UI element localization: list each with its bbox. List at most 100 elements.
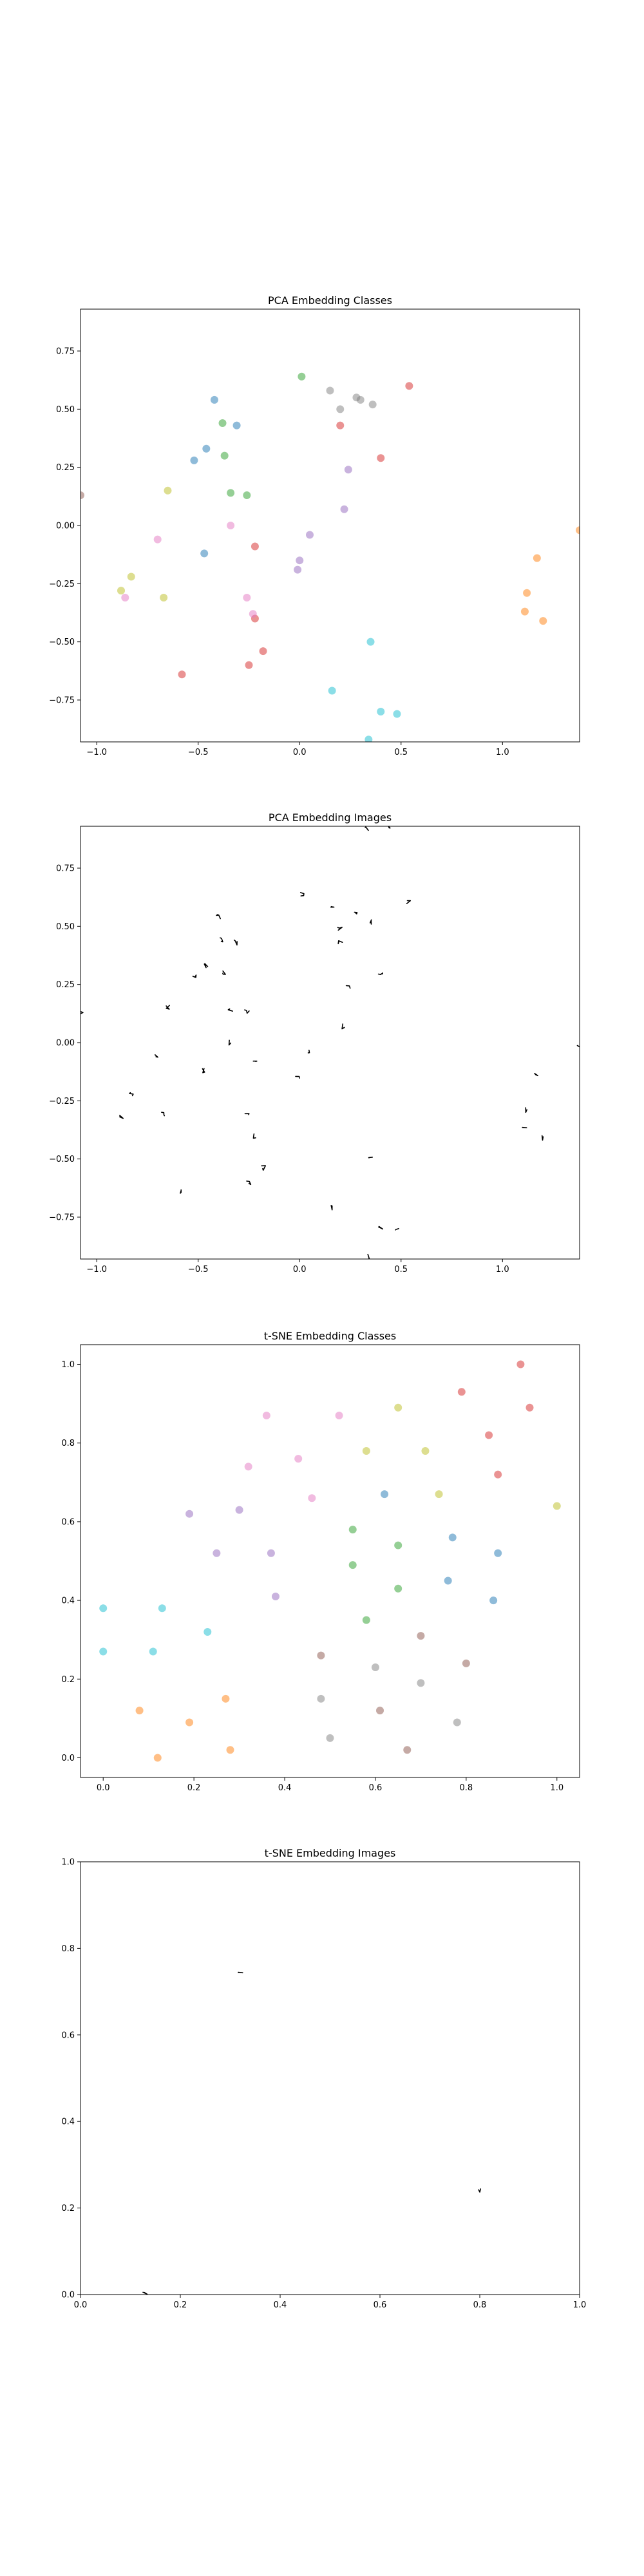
scatter-point — [494, 1549, 502, 1557]
scatter-point — [153, 535, 162, 544]
marks-group — [80, 372, 580, 742]
x-tick-label: 0.2 — [187, 1783, 201, 1793]
y-tick-label: 0.50 — [56, 405, 75, 415]
scatter-point — [317, 1694, 325, 1703]
digit-image-marker — [345, 985, 351, 989]
scatter-point — [417, 1679, 425, 1687]
x-tick-label: 0.5 — [394, 748, 408, 757]
y-tick-label: 0.75 — [56, 864, 75, 874]
scatter-point — [164, 486, 172, 495]
scatter-point — [305, 531, 314, 539]
tick-group: −1.0 −0.5 0.0 0.5 1.0 −0.75 −0.50 −0.25 0.00 0.25… — [49, 864, 509, 1274]
digit-image-marker — [377, 972, 383, 975]
scatter-point — [185, 1718, 194, 1727]
digit-image-marker — [368, 1157, 373, 1159]
scatter-point — [394, 1584, 402, 1593]
scatter-point — [326, 1734, 334, 1742]
scatter-point — [218, 419, 227, 428]
scatter-point — [421, 1446, 430, 1455]
scatter-point — [210, 395, 218, 404]
scatter-point — [298, 372, 306, 381]
scatter-point — [553, 1502, 561, 1510]
y-tick-label: −0.25 — [49, 1097, 75, 1106]
scatter-point — [99, 1604, 108, 1613]
chart-tsne-images: t-SNE Embedding Images 0.0 0.2 0.4 0.6 0.8 1.… — [61, 1847, 586, 2310]
axes-frame — [80, 1861, 580, 2295]
scatter-point — [200, 549, 209, 558]
scatter-point — [259, 647, 267, 656]
scatter-point — [326, 386, 334, 395]
scatter-point — [485, 1431, 493, 1439]
digit-image-marker — [192, 974, 197, 978]
x-tick-label: 0.0 — [97, 1783, 110, 1793]
digit-image-marker — [118, 1115, 124, 1119]
chart-pca-images: PCA Embedding Images −1.0 −0.5 0.0 0.5 1.0 −0… — [49, 811, 580, 1274]
scatter-point — [127, 573, 135, 581]
scatter-point — [135, 1707, 144, 1715]
scatter-point — [516, 1360, 525, 1368]
scatter-point — [377, 454, 385, 462]
digit-image-marker — [478, 2188, 481, 2193]
scatter-point — [158, 1604, 166, 1613]
digit-image-marker — [227, 1008, 233, 1012]
digit-image-marker — [246, 1180, 252, 1186]
x-tick-label: −0.5 — [188, 1265, 209, 1274]
scatter-point — [348, 1561, 357, 1569]
digit-image-marker — [261, 1165, 266, 1171]
digit-image-marker — [166, 1005, 170, 1010]
x-tick-label: 1.0 — [550, 1783, 564, 1793]
digit-image-marker — [299, 892, 305, 896]
scatter-point — [294, 565, 302, 574]
scatter-point — [453, 1718, 461, 1727]
digit-image-marker — [252, 1060, 258, 1062]
scatter-point — [308, 1494, 316, 1502]
y-tick-label: 1.0 — [61, 1360, 75, 1370]
scatter-point — [249, 610, 257, 618]
digit-image-marker — [129, 1092, 134, 1097]
digit-image-marker — [216, 914, 221, 920]
y-tick-label: 0.25 — [56, 980, 75, 990]
chart-pca-classes: PCA Embedding Classes −1.0 −0.5 0.0 0.5 1.0−… — [49, 294, 580, 757]
scatter-point — [190, 456, 198, 464]
scatter-point — [335, 1411, 343, 1419]
x-tick-label: 0.6 — [369, 1783, 383, 1793]
y-tick-label: −0.50 — [49, 638, 75, 647]
marks-group — [80, 826, 580, 1259]
digit-image-marker — [204, 963, 209, 969]
scatter-point — [185, 1510, 194, 1518]
scatter-point — [393, 710, 401, 718]
digit-image-marker — [244, 1009, 250, 1014]
digit-image-marker — [80, 1010, 84, 1014]
scatter-point — [336, 421, 345, 430]
x-tick-label: 0.4 — [278, 1783, 292, 1793]
digit-image-marker — [406, 900, 412, 904]
chart-title: PCA Embedding Images — [269, 811, 392, 824]
digit-image-marker — [295, 1075, 300, 1079]
scatter-point — [99, 1647, 108, 1656]
x-tick-label: 0.8 — [460, 1783, 473, 1793]
scatter-point — [340, 505, 348, 513]
y-tick-label: 0.00 — [56, 522, 75, 531]
scatter-point — [457, 1388, 466, 1396]
scatter-point — [232, 421, 241, 430]
axes-frame — [80, 308, 580, 743]
scatter-point — [227, 489, 235, 497]
digit-image-marker — [525, 1107, 527, 1113]
digit-image-marker — [534, 1073, 538, 1077]
scatter-point — [244, 1463, 252, 1471]
y-tick-label: 0.75 — [56, 347, 75, 357]
digit-image-marker — [395, 1227, 399, 1231]
digit-image-marker — [576, 1045, 580, 1048]
digit-image-marker — [252, 1133, 256, 1139]
tick-group: 0.0 0.2 0.4 0.6 0.8 1.0 0.0 0.2 0.4 0.6 0.8 1.0 — [61, 1360, 564, 1793]
digit-image-marker — [369, 919, 372, 925]
chart-tsne-classes: t-SNE Embedding Classes 0.0 0.2 0.4 0.6 0.8 1… — [61, 1330, 580, 1793]
axes-frame — [80, 826, 580, 1260]
digit-image-marker — [337, 927, 343, 931]
tick-group: 0.0 0.2 0.4 0.6 0.8 1.0 0.0 0.2 0.4 0.6 0.8 1.0 — [61, 1858, 586, 2311]
x-tick-label: 1.0 — [573, 2300, 587, 2310]
scatter-point — [204, 1627, 212, 1636]
scatter-point — [539, 617, 547, 625]
scatter-point — [394, 1403, 402, 1412]
digit-image-marker — [341, 1023, 345, 1030]
